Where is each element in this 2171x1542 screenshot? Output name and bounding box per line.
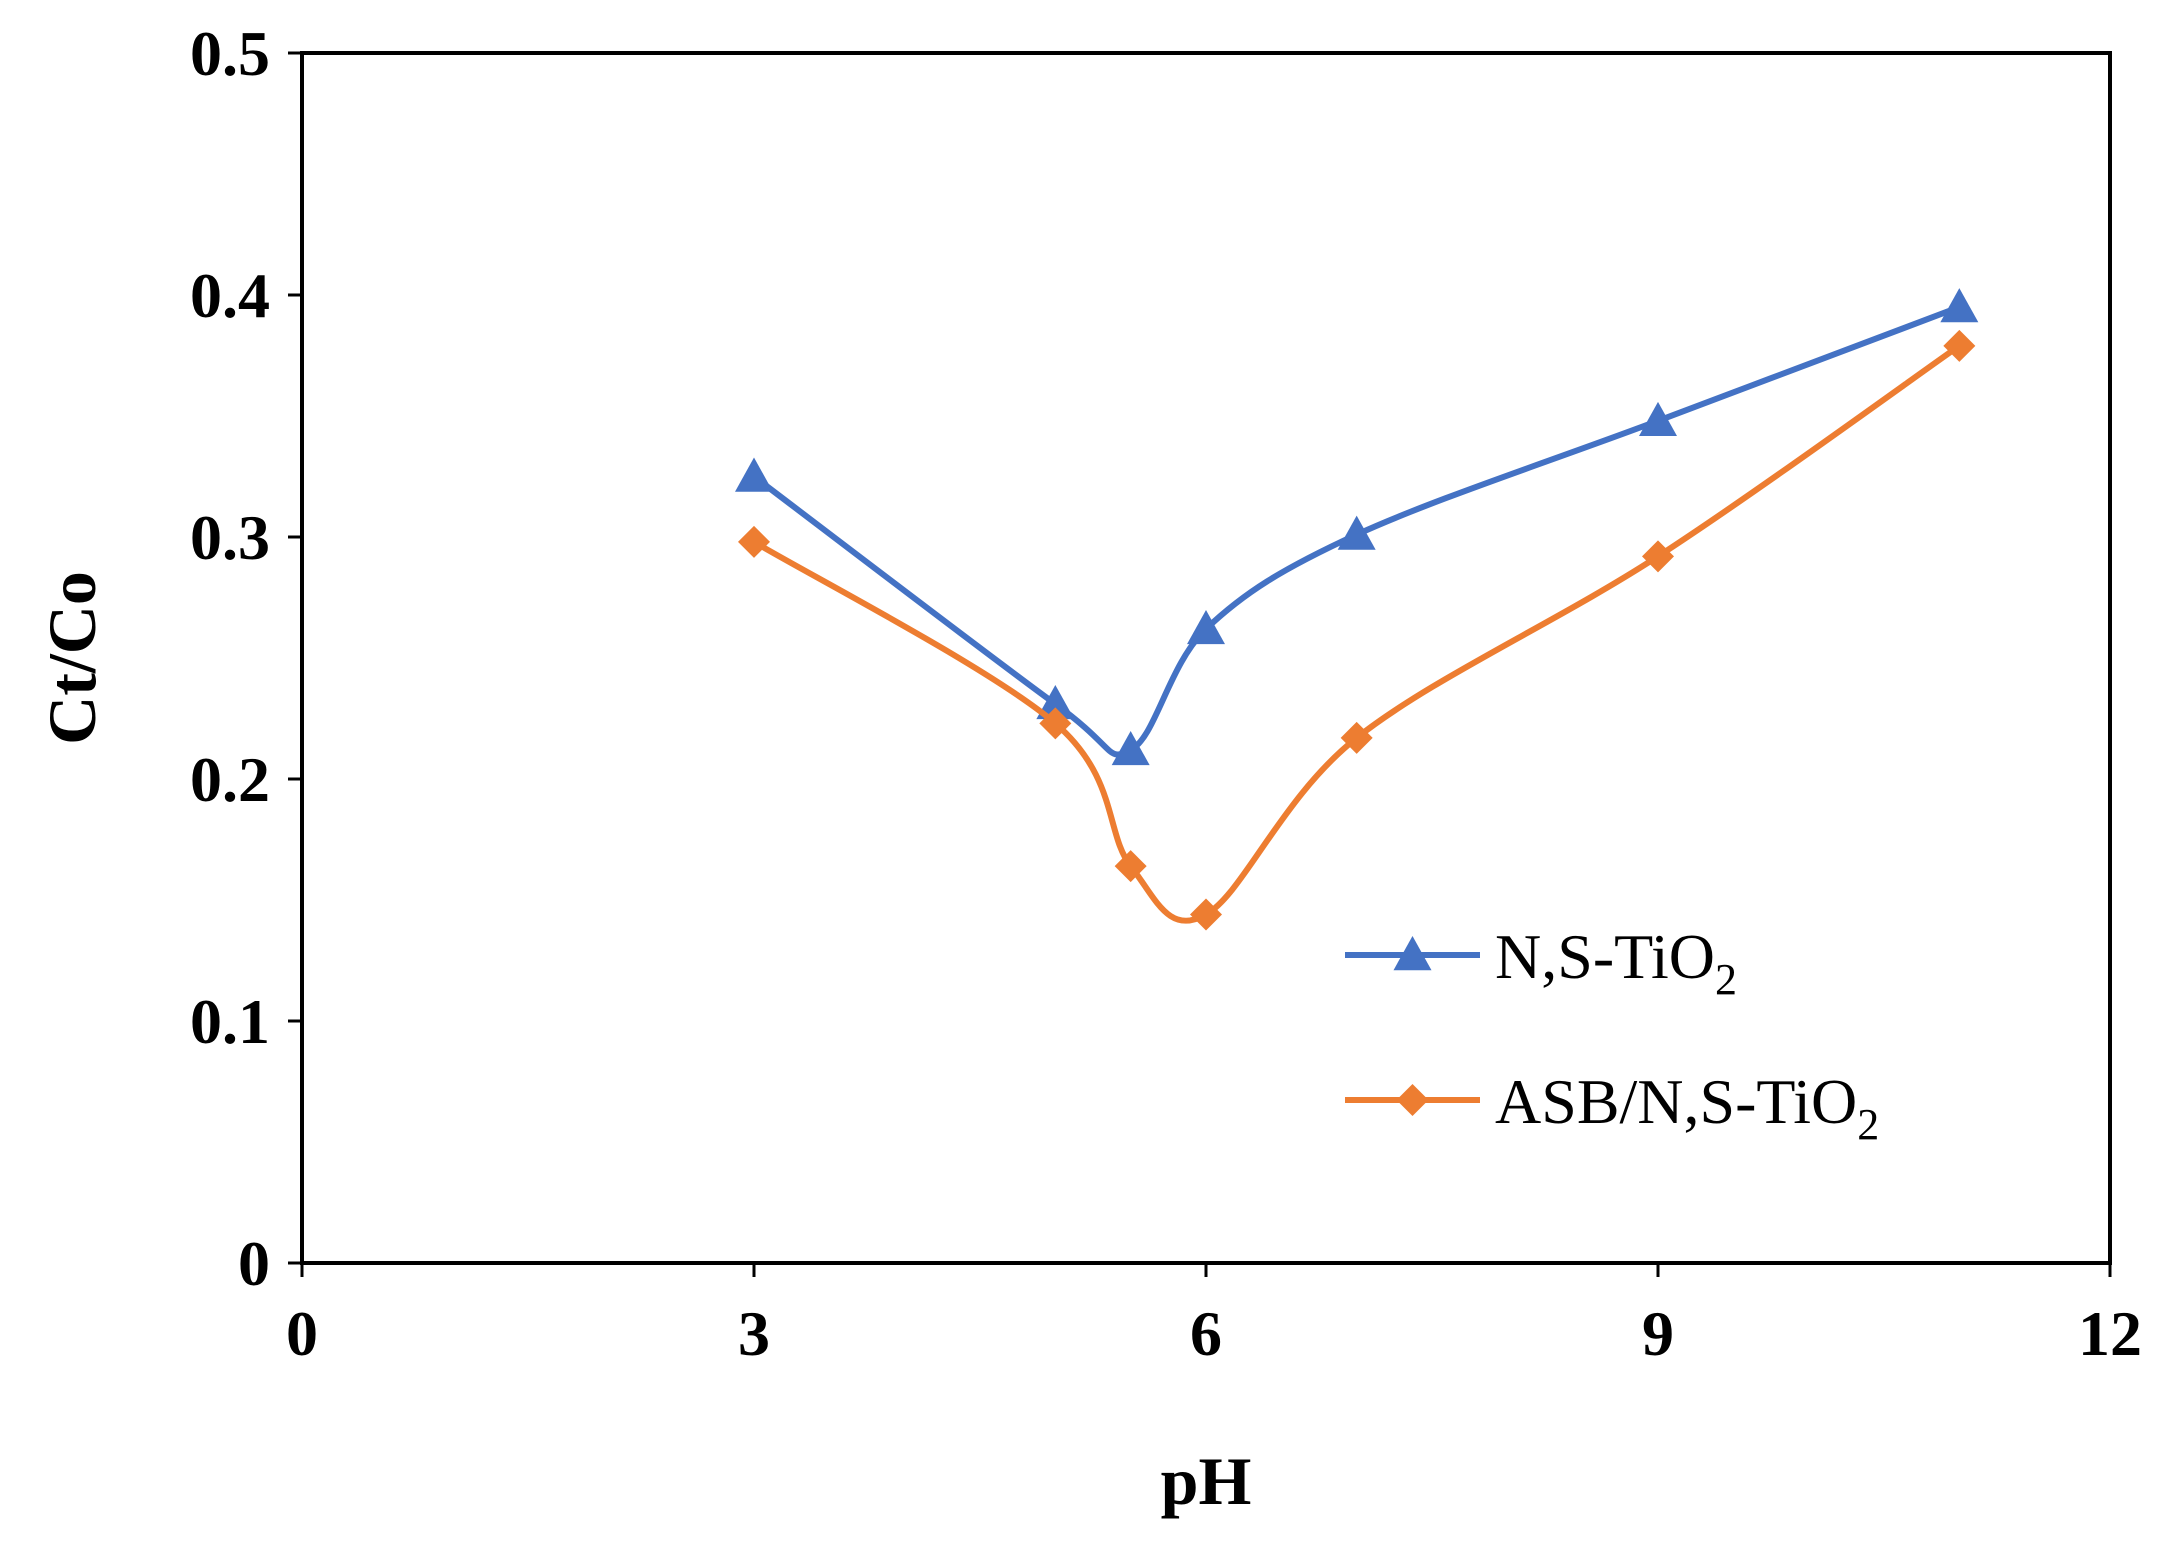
legend-marker: [1396, 1084, 1429, 1116]
data-point: [1940, 288, 1979, 323]
legend-label: ASB/N,S-TiO2: [1495, 1066, 1879, 1149]
series-line: [751, 304, 1963, 758]
data-point: [1337, 515, 1376, 550]
data-point: [1642, 540, 1674, 573]
y-tick-label: 0.3: [190, 502, 270, 573]
data-point: [735, 457, 773, 492]
data-point: [1639, 401, 1677, 437]
x-tick-label: 9: [1642, 1298, 1674, 1369]
legend-label: N,S-TiO2: [1495, 921, 1737, 1004]
legend-item: ASB/N,S-TiO2: [1345, 1066, 1879, 1149]
axis-ticks: 0 3 6 9 12 0 0.1 0.2 0.3 0.4 0.5: [190, 18, 2142, 1369]
y-tick-label: 0.1: [190, 986, 270, 1057]
y-tick-label: 0.4: [190, 260, 270, 331]
data-point: [1943, 329, 1976, 362]
y-tick-label: 0.5: [190, 18, 270, 89]
series-1: [735, 288, 1979, 766]
x-tick-label: 6: [1190, 1298, 1222, 1369]
legend-marker: [1393, 936, 1432, 971]
data-point: [1187, 609, 1225, 645]
x-axis-title: pH: [1161, 1443, 1252, 1519]
data-point: [1190, 898, 1222, 931]
data-point: [738, 525, 770, 558]
data-point: [1036, 684, 1075, 720]
data-point: [1114, 850, 1147, 883]
data-point: [1039, 707, 1072, 740]
data-point: [1111, 730, 1150, 766]
series-2: [738, 329, 1976, 931]
y-axis-title: Ct/Co: [34, 571, 110, 745]
series-layer: [735, 288, 1979, 931]
data-point: [1340, 721, 1373, 754]
y-tick-label: 0.2: [190, 744, 270, 815]
x-tick-label: 12: [2078, 1298, 2142, 1369]
x-tick-label: 3: [738, 1298, 770, 1369]
y-tick-label: 0: [238, 1228, 270, 1299]
x-tick-label: 0: [286, 1298, 318, 1369]
legend: N,S-TiO2 ASB/N,S-TiO2: [1345, 921, 1879, 1149]
legend-item: N,S-TiO2: [1345, 921, 1737, 1004]
series-line: [751, 342, 1963, 924]
